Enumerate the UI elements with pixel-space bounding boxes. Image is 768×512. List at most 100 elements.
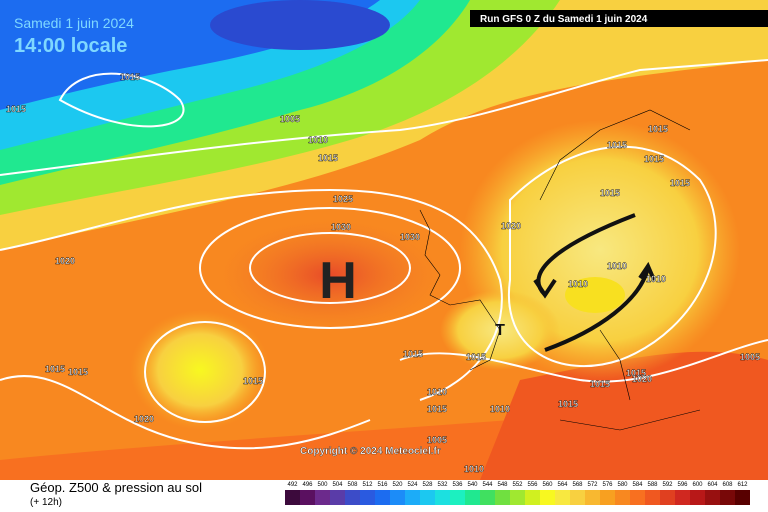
run-label: Run GFS 0 Z du Samedi 1 juin 2024 bbox=[480, 14, 648, 25]
colorbar-cell bbox=[630, 490, 645, 505]
colorbar-cell bbox=[450, 490, 465, 505]
colorbar-cell bbox=[300, 490, 315, 505]
footer-subtitle: (+ 12h) bbox=[30, 497, 62, 508]
isobar-label: 1030 bbox=[400, 232, 420, 242]
colorbar-cell bbox=[735, 490, 750, 505]
isobar-label: 1010 bbox=[427, 387, 447, 397]
colorbar-label: 504 bbox=[332, 482, 343, 488]
isobar-label: 1010 bbox=[568, 279, 588, 289]
isobar-label: 1005 bbox=[280, 114, 300, 124]
colorbar-cell bbox=[600, 490, 615, 505]
colorbar-cell bbox=[720, 490, 735, 505]
colorbar: 492 496 500 504 508 512 516 520 524 528 532 536 540 5… bbox=[285, 482, 750, 505]
colorbar-label: 552 bbox=[512, 482, 523, 488]
colorbar-label: 548 bbox=[497, 482, 508, 488]
run-box bbox=[470, 10, 768, 27]
isobar-label: 1005 bbox=[427, 435, 447, 445]
colorbar-cell bbox=[465, 490, 480, 505]
isobar-label: 1010 bbox=[646, 274, 666, 284]
colorbar-cell bbox=[510, 490, 525, 505]
isobar-label: 1015 bbox=[558, 399, 578, 409]
isobar-label: 1015 bbox=[600, 188, 620, 198]
colorbar-label: 508 bbox=[347, 482, 358, 488]
isobar-label: 1010 bbox=[490, 404, 510, 414]
isobar-label: 1015 bbox=[590, 379, 610, 389]
colorbar-label: 608 bbox=[722, 482, 733, 488]
date: Samedi 1 juin 2024 bbox=[14, 15, 134, 31]
colorbar-label: 536 bbox=[452, 482, 463, 488]
colorbar-cell bbox=[390, 490, 405, 505]
flow-arrows bbox=[533, 213, 656, 352]
colorbar-cell bbox=[405, 490, 420, 505]
isobar-label: 1015 bbox=[607, 140, 627, 150]
time: 14:00 locale bbox=[14, 35, 127, 57]
colorbar-cell bbox=[375, 490, 390, 505]
colorbar-cell bbox=[540, 490, 555, 505]
colorbar-label: 568 bbox=[572, 482, 583, 488]
colorbar-cell bbox=[285, 490, 300, 505]
colorbar-label: 564 bbox=[557, 482, 568, 488]
colorbar-label: 576 bbox=[602, 482, 613, 488]
isobar-label: 1020 bbox=[632, 374, 652, 384]
isobar-label: 1005 bbox=[740, 352, 760, 362]
colorbar-label: 540 bbox=[467, 482, 478, 488]
colorbar-cell bbox=[585, 490, 600, 505]
colorbar-label: 596 bbox=[677, 482, 688, 488]
colorbar-cell bbox=[705, 490, 720, 505]
field bbox=[0, 0, 768, 480]
colorbar-cell bbox=[420, 490, 435, 505]
colorbar-label: 560 bbox=[542, 482, 553, 488]
colorbar-label: 612 bbox=[737, 482, 748, 488]
colorbar-label: 532 bbox=[437, 482, 448, 488]
coastlines bbox=[419, 109, 701, 431]
colorbar-label: 580 bbox=[617, 482, 628, 488]
colorbar-label: 600 bbox=[692, 482, 703, 488]
isobar-label: 1020 bbox=[134, 414, 154, 424]
isobar-label: 1025 bbox=[333, 194, 353, 204]
isobar-label: 1015 bbox=[466, 352, 486, 362]
colorbar-cell bbox=[480, 490, 495, 505]
colorbar-label: 516 bbox=[377, 482, 388, 488]
isobar-label: 1015 bbox=[626, 368, 646, 378]
colorbar-cell bbox=[690, 490, 705, 505]
colorbar-cell bbox=[495, 490, 510, 505]
colorbar-cell bbox=[675, 490, 690, 505]
colorbar-label: 512 bbox=[362, 482, 373, 488]
isobar-label: 1015 bbox=[120, 72, 140, 82]
colorbar-label: 492 bbox=[287, 482, 298, 488]
copyright: Copyright © 2024 Meteociel.fr bbox=[300, 446, 441, 457]
isobar-label: 1010 bbox=[308, 135, 328, 145]
colorbar-cell bbox=[570, 490, 585, 505]
colorbar-label: 556 bbox=[527, 482, 538, 488]
colorbar-cell bbox=[660, 490, 675, 505]
isobar-label: 1030 bbox=[331, 222, 351, 232]
colorbar-cell bbox=[555, 490, 570, 505]
colorbar-cell bbox=[525, 490, 540, 505]
isobar-label: 1015 bbox=[6, 104, 26, 114]
isobar-label: 1015 bbox=[68, 367, 88, 377]
colorbar-label: 528 bbox=[422, 482, 433, 488]
colorbar-cell bbox=[345, 490, 360, 505]
colorbar-label: 544 bbox=[482, 482, 493, 488]
isobar-label: 1010 bbox=[607, 261, 627, 271]
colorbar-label: 604 bbox=[707, 482, 718, 488]
colorbar-cell bbox=[615, 490, 630, 505]
colorbar-label: 520 bbox=[392, 482, 403, 488]
isobar-label: 1015 bbox=[670, 178, 690, 188]
high-label: H bbox=[319, 252, 357, 310]
colorbar-cell bbox=[360, 490, 375, 505]
colorbar-label: 584 bbox=[632, 482, 643, 488]
isobar-label: 1015 bbox=[648, 124, 668, 134]
isobar-label: 1015 bbox=[427, 404, 447, 414]
colorbar-label: 592 bbox=[662, 482, 673, 488]
colorbar-cell bbox=[315, 490, 330, 505]
isobar-label: 1015 bbox=[45, 364, 65, 374]
isobar-label: 1015 bbox=[644, 154, 664, 164]
footer-title: Géop. Z500 & pression au sol bbox=[30, 480, 202, 495]
colorbar-cell bbox=[645, 490, 660, 505]
colorbar-cell bbox=[330, 490, 345, 505]
colorbar-label: 496 bbox=[302, 482, 313, 488]
colorbar-label: 524 bbox=[407, 482, 418, 488]
